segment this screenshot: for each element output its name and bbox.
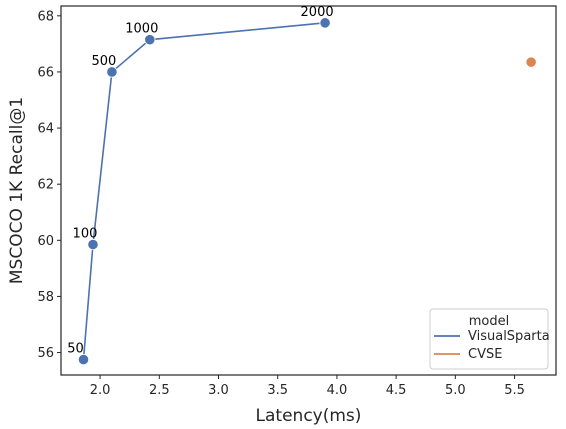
data-point [525, 56, 537, 68]
y-tick-label: 58 [37, 290, 54, 305]
x-tick-label: 2.5 [149, 383, 170, 398]
y-tick-label: 66 [37, 65, 54, 80]
legend-entry-label: VisualSparta [468, 329, 550, 344]
x-tick-label: 3.5 [267, 383, 288, 398]
data-point [106, 66, 118, 78]
legend-title: model [469, 314, 509, 329]
y-tick-label: 62 [37, 178, 54, 193]
y-tick-label: 56 [37, 346, 54, 361]
x-tick-label: 5.5 [504, 383, 525, 398]
y-tick-label: 64 [37, 122, 54, 137]
series-layer: 50 100 500 1000 2000 [67, 5, 537, 366]
x-axis: 2.0 2.5 3.0 3.5 4.0 4.5 5.0 5.5 [90, 375, 525, 398]
y-tick-label: 60 [37, 234, 54, 249]
y-axis: 56 58 60 62 64 66 68 [37, 9, 61, 361]
data-point [319, 17, 331, 29]
data-point [77, 353, 90, 366]
x-tick-label: 4.0 [327, 383, 348, 398]
point-label: 50 [67, 342, 84, 357]
legend: model VisualSparta CVSE [429, 308, 550, 370]
point-label: 500 [92, 54, 117, 69]
y-axis-title: MSCOCO 1K Recall@1 [7, 97, 27, 284]
x-tick-label: 5.0 [445, 383, 466, 398]
data-point [144, 34, 156, 46]
x-tick-label: 2.0 [90, 383, 111, 398]
point-label: 1000 [125, 22, 158, 37]
legend-entry-label: CVSE [468, 347, 502, 362]
x-tick-label: 4.5 [386, 383, 407, 398]
data-point [87, 238, 99, 251]
point-label: 2000 [301, 5, 334, 20]
point-label: 100 [73, 227, 98, 242]
x-axis-title: Latency(ms) [256, 406, 362, 426]
y-tick-label: 68 [37, 9, 54, 24]
x-tick-label: 3.0 [208, 383, 229, 398]
